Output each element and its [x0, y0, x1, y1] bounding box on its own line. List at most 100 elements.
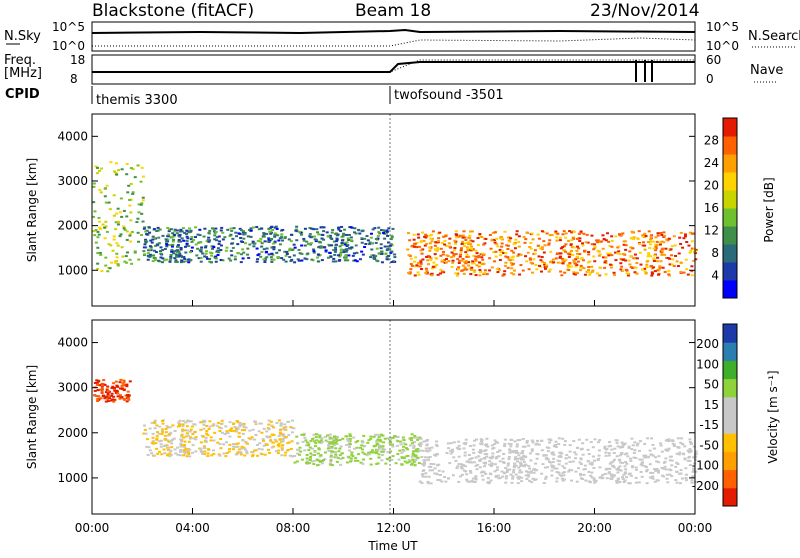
velocity-point — [630, 448, 634, 451]
power-colorbar-segment — [723, 118, 737, 137]
velocity-point — [615, 442, 619, 445]
power-point — [154, 244, 158, 247]
power-point — [506, 244, 510, 247]
power-point — [592, 248, 596, 251]
velocity-point — [250, 436, 254, 439]
velocity-point — [452, 456, 456, 459]
power-point — [534, 263, 538, 266]
velocity-point — [381, 445, 385, 448]
power-point — [213, 238, 217, 241]
power-point — [652, 247, 656, 250]
power-point — [289, 260, 293, 263]
velocity-point — [615, 439, 619, 442]
velocity-point — [179, 450, 183, 453]
power-point — [468, 249, 472, 252]
power-point — [144, 241, 148, 244]
velocity-point — [112, 386, 116, 389]
power-point — [610, 239, 614, 242]
velocity-point — [609, 461, 613, 464]
power-point — [505, 256, 509, 259]
power-point — [606, 232, 610, 235]
velocity-point — [248, 429, 252, 432]
velocity-point — [568, 468, 572, 471]
power-point — [96, 166, 100, 169]
velocity-point — [616, 445, 620, 448]
power-point — [114, 228, 118, 231]
velocity-point — [433, 467, 437, 470]
velocity-point — [435, 440, 439, 443]
velocity-point — [567, 456, 571, 459]
power-point — [182, 239, 186, 242]
power-point — [97, 233, 101, 236]
power-point — [355, 260, 359, 263]
power-point — [564, 250, 568, 253]
velocity-point — [311, 460, 315, 463]
velocity-point — [517, 475, 521, 478]
power-point — [409, 268, 413, 271]
power-point — [252, 245, 256, 248]
power-point — [417, 273, 421, 276]
power-point — [330, 231, 334, 234]
power-point — [348, 247, 352, 250]
power-point — [663, 270, 667, 273]
power-point — [658, 243, 662, 246]
power-point — [208, 251, 212, 254]
velocity-point — [168, 455, 172, 458]
velocity-point — [590, 471, 594, 474]
velocity-point — [444, 480, 448, 483]
velocity-point — [166, 446, 170, 449]
power-point — [593, 243, 597, 246]
velocity-point — [585, 438, 589, 441]
power-point — [275, 251, 279, 254]
power-point — [112, 170, 116, 173]
power-point — [196, 233, 200, 236]
velocity-point — [518, 461, 522, 464]
velocity-point — [396, 453, 400, 456]
power-point — [94, 165, 98, 168]
velocity-point — [153, 419, 157, 422]
velocity-point — [184, 421, 188, 424]
velocity-point — [479, 458, 483, 461]
power-point — [314, 240, 318, 243]
velocity-point — [482, 465, 486, 468]
power-point — [451, 261, 455, 264]
velocity-point — [157, 432, 161, 435]
power-point — [662, 235, 666, 238]
velocity-point — [670, 439, 674, 442]
power-point — [642, 241, 646, 244]
velocity-point — [623, 479, 627, 482]
power-point — [156, 259, 160, 262]
power-point — [692, 259, 696, 262]
power-point — [322, 238, 326, 241]
velocity-point — [240, 429, 244, 432]
velocity-point — [421, 469, 425, 472]
velocity-point — [688, 448, 692, 451]
nave-tick-low: 0 — [706, 72, 714, 86]
velocity-point — [380, 454, 384, 457]
velocity-point — [639, 470, 643, 473]
power-point — [630, 236, 634, 239]
velocity-xtick-label: 20:00 — [577, 521, 612, 535]
velocity-point — [486, 481, 490, 484]
velocity-point — [402, 449, 406, 452]
power-point — [158, 228, 162, 231]
velocity-point — [95, 379, 99, 382]
velocity-point — [620, 452, 624, 455]
velocity-point — [463, 454, 467, 457]
power-point — [550, 260, 554, 263]
velocity-colorbar-segment — [723, 487, 737, 507]
velocity-point — [296, 452, 300, 455]
power-point — [531, 238, 535, 241]
power-point — [335, 240, 339, 243]
velocity-point — [166, 453, 170, 456]
velocity-point — [437, 463, 441, 466]
power-point — [563, 271, 567, 274]
velocity-point — [300, 458, 304, 461]
velocity-point — [307, 442, 311, 445]
power-point — [524, 238, 528, 241]
power-point — [252, 226, 256, 229]
velocity-point — [224, 425, 228, 428]
power-point — [207, 231, 211, 234]
power-point — [444, 235, 448, 238]
velocity-point — [419, 441, 423, 444]
